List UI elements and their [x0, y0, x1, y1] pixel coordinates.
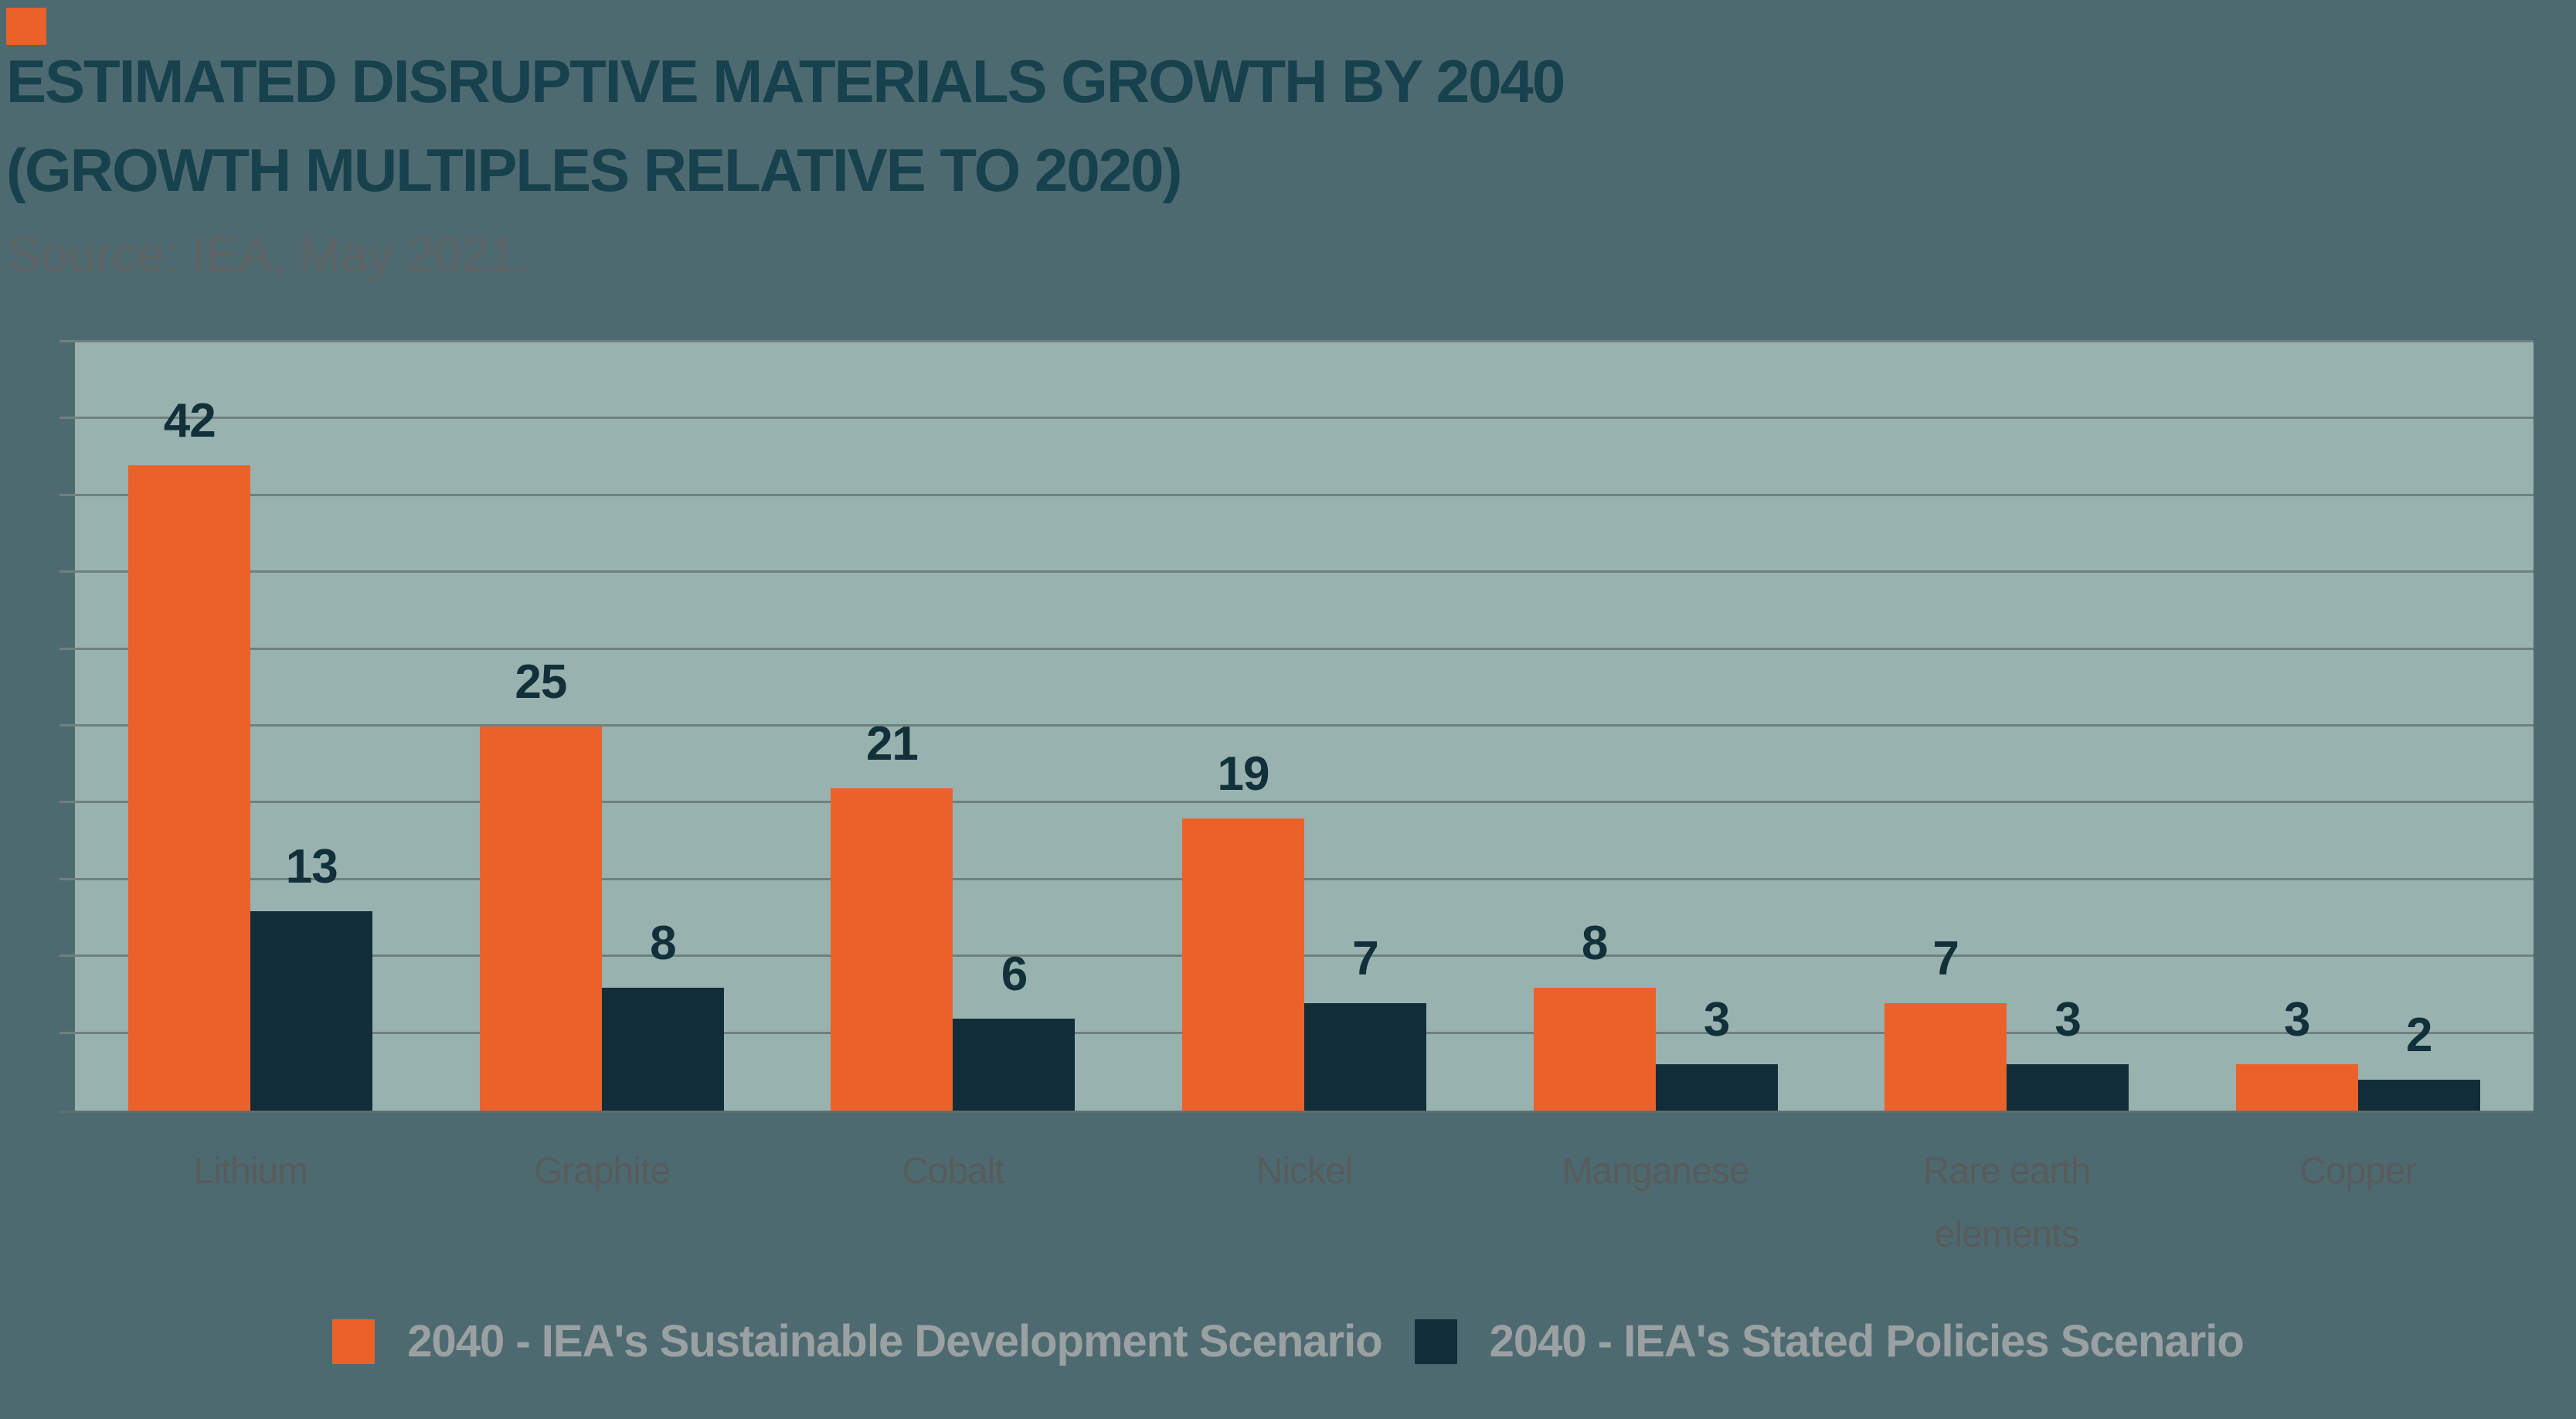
bar-column: 13 [250, 839, 373, 1111]
value-label: 7 [1932, 931, 1959, 985]
value-label: 6 [1001, 947, 1028, 1001]
plot-area: 42 13 25 8 21 6 19 7 8 3 7 3 3 2 [59, 340, 2534, 1113]
bar-column: 8 [601, 916, 724, 1111]
legend-label: 2040 - IEA's Sustainable Development Sce… [407, 1316, 1382, 1366]
x-axis-label-text: Copper [2299, 1151, 2417, 1192]
bar [1655, 1064, 1778, 1111]
value-label: 19 [1217, 747, 1270, 801]
x-axis-label-graphite: Graphite [427, 1140, 778, 1266]
gridline-30 [59, 647, 2534, 650]
bar-column: 8 [1533, 916, 1656, 1111]
bar [953, 1018, 1076, 1111]
bar [128, 465, 251, 1111]
value-label: 25 [515, 655, 567, 709]
x-axis-label-text: Rare earth elements [1922, 1151, 2092, 1255]
bar-column: 2 [2357, 1009, 2480, 1111]
bar-column: 7 [1304, 931, 1427, 1111]
gridline-40 [59, 493, 2534, 496]
bar [831, 788, 953, 1111]
value-label: 8 [1581, 916, 1608, 970]
bar-column: 21 [831, 720, 953, 1111]
bar-column: 3 [2235, 993, 2358, 1111]
value-label: 3 [2054, 993, 2081, 1047]
chart-title-line1: ESTIMATED DISRUPTIVE MATERIALS GROWTH BY… [6, 47, 1565, 115]
legend-item: 2040 - IEA's Stated Policies Scenario [1414, 1315, 2245, 1367]
value-label: 7 [1352, 931, 1378, 985]
bar [1182, 818, 1305, 1111]
value-label: 2 [2406, 1009, 2432, 1063]
legend-item: 2040 - IEA's Sustainable Development Sce… [332, 1315, 1383, 1367]
x-axis-label-manganese: Manganese [1480, 1140, 1831, 1266]
bar [1884, 1002, 2007, 1111]
x-axis-label-text: Graphite [533, 1151, 671, 1192]
gridline-35 [59, 570, 2534, 573]
bar-column: 7 [1884, 931, 2007, 1111]
value-label: 13 [285, 839, 338, 893]
bar [2357, 1080, 2480, 1111]
x-axis-label-text: Manganese [1562, 1151, 1750, 1192]
accent-dash [6, 8, 46, 45]
bar-group-graphite: 25 8 [427, 342, 778, 1111]
value-label: 8 [650, 916, 676, 970]
x-axis-label-text: Lithium [193, 1151, 308, 1192]
x-axis-label-cobalt: Cobalt [777, 1140, 1129, 1266]
value-label: 42 [163, 394, 216, 448]
bar-group-lithium: 42 13 [75, 342, 427, 1111]
legend: 2040 - IEA's Sustainable Development Sce… [0, 1315, 2576, 1367]
x-axis-line [59, 1111, 2534, 1113]
value-label: 3 [1703, 993, 1730, 1047]
x-axis-label-text: Nickel [1256, 1151, 1354, 1192]
bar-column: 3 [1655, 993, 1778, 1111]
x-axis-labels: Lithium Graphite Cobalt Nickel Manganese Rare… [75, 1140, 2534, 1266]
gridline-45 [59, 417, 2534, 420]
bar-column: 6 [953, 947, 1076, 1111]
bar [250, 910, 373, 1111]
x-axis-label-nickel: Nickel [1129, 1140, 1480, 1266]
x-axis-label-rare-earth-elements: Rare earth elements [1831, 1140, 2183, 1266]
gridline-50 [59, 340, 2534, 342]
x-axis-label-copper: Copper [2182, 1140, 2534, 1266]
chart-title: ESTIMATED DISRUPTIVE MATERIALS GROWTH BY… [6, 37, 1565, 214]
bar [479, 727, 602, 1111]
value-label: 3 [2284, 993, 2310, 1047]
value-label: 21 [865, 716, 919, 771]
x-axis-label-text: Cobalt [902, 1151, 1005, 1192]
chart-title-line2: (GROWTH MULTIPLES RELATIVE TO 2020) [6, 135, 1182, 204]
bar [1304, 1002, 1427, 1111]
gridline-25 [59, 724, 2534, 727]
bar-group-cobalt: 21 6 [777, 342, 1129, 1111]
bar [601, 987, 724, 1111]
bar [2235, 1064, 2358, 1111]
bar-column: 19 [1182, 747, 1305, 1111]
legend-swatch [332, 1319, 376, 1364]
gridline-20 [59, 801, 2534, 804]
source-caption: Source: IEA, May 2021. [8, 226, 530, 282]
x-axis-label-lithium: Lithium [75, 1140, 427, 1266]
legend-label: 2040 - IEA's Stated Policies Scenario [1489, 1316, 2245, 1366]
legend-swatch [1414, 1319, 1457, 1364]
bar [2007, 1064, 2129, 1111]
bar-column: 42 [128, 394, 251, 1111]
bar-groups: 42 13 25 8 21 6 19 7 8 3 7 3 3 2 [75, 342, 2534, 1111]
bar-column: 25 [479, 655, 602, 1111]
bar [1533, 987, 1656, 1111]
bar-column: 3 [2007, 996, 2129, 1111]
bar-group-nickel: 19 7 [1129, 342, 1480, 1111]
